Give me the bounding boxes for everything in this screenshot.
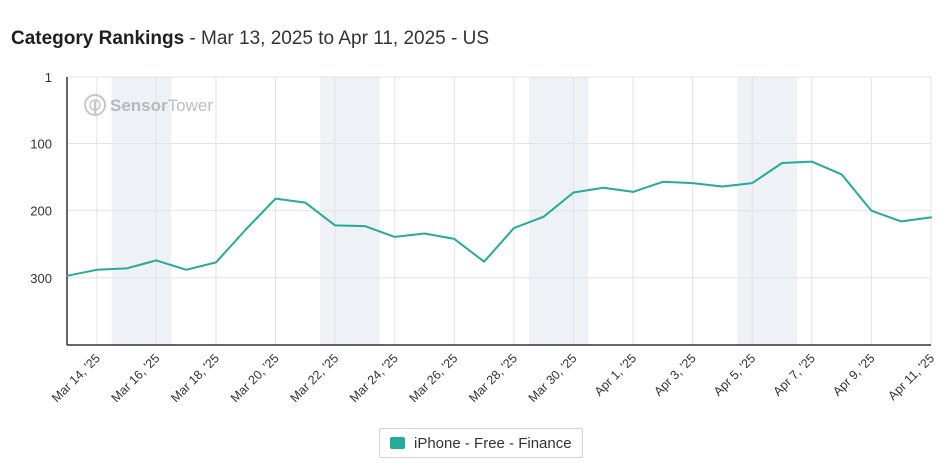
x-tick-label-14: Apr 11, '25	[885, 351, 937, 403]
watermark-text-a: Sensor	[110, 96, 168, 115]
chart-title-subtitle: - Mar 13, 2025 to Apr 11, 2025 - US	[184, 28, 490, 49]
x-tick-label-11: Apr 5, '25	[711, 351, 758, 398]
x-tick-label-1: Mar 16, '25	[109, 351, 163, 405]
x-tick-label-9: Apr 1, '25	[592, 351, 639, 398]
chart-title-main: Category Rankings	[11, 28, 185, 49]
x-tick-label-7: Mar 28, '25	[466, 351, 520, 405]
x-tick-label-0: Mar 14, '25	[49, 351, 103, 405]
x-tick-label-10: Apr 3, '25	[651, 351, 698, 398]
chart-title: Category Rankings - Mar 13, 2025 to Apr …	[11, 28, 489, 50]
legend-swatch-icon	[390, 437, 405, 449]
y-tick-label-0: 1	[45, 70, 52, 85]
x-tick-label-12: Apr 7, '25	[770, 351, 817, 398]
watermark: SensorTower	[84, 94, 213, 116]
x-tick-label-13: Apr 9, '25	[830, 351, 877, 398]
y-tick-label-2: 200	[30, 204, 52, 219]
axes	[66, 77, 931, 346]
legend[interactable]: iPhone - Free - Finance	[379, 428, 583, 458]
x-tick-label-8: Mar 30, '25	[526, 351, 580, 405]
x-tick-label-6: Mar 26, '25	[407, 351, 461, 405]
watermark-text-b: Tower	[168, 96, 214, 115]
x-tick-label-5: Mar 24, '25	[347, 351, 401, 405]
series-layer	[66, 160, 932, 277]
x-tick-label-3: Mar 20, '25	[228, 351, 282, 405]
x-tick-labels: Mar 14, '25 Mar 16, '25 Mar 18, '25 Mar 20,…	[49, 351, 937, 405]
series-line-0[interactable]	[66, 160, 932, 277]
x-tick-label-2: Mar 18, '25	[168, 351, 222, 405]
y-tick-label-3: 300	[30, 271, 52, 286]
y-tick-labels: 1 100 200 300	[30, 70, 52, 286]
svg-text:SensorTower: SensorTower	[110, 96, 213, 115]
x-tick-label-4: Mar 22, '25	[287, 351, 341, 405]
legend-label: iPhone - Free - Finance	[414, 434, 572, 452]
y-tick-label-1: 100	[30, 136, 52, 151]
grid-lines	[67, 76, 932, 345]
